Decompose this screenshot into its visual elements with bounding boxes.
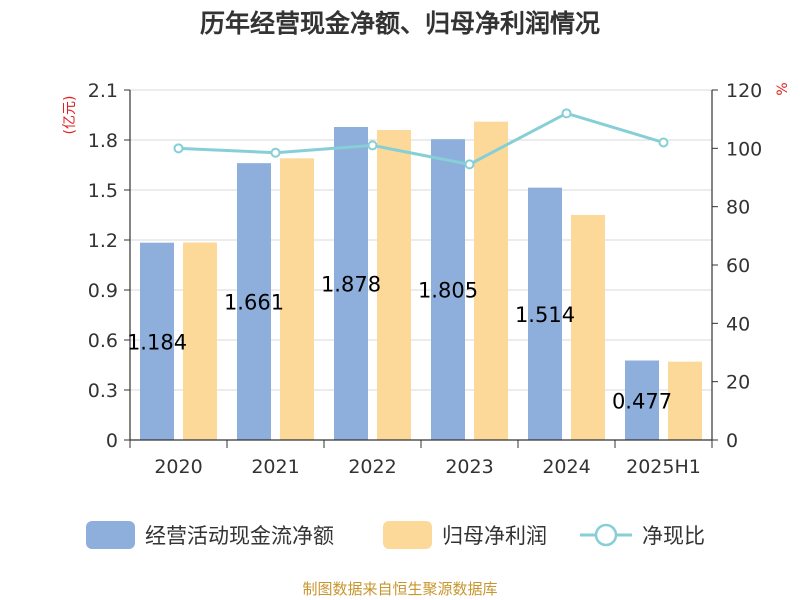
legend-swatch-net-profit xyxy=(383,521,432,549)
cash-flow-bar xyxy=(140,242,174,440)
left-axis-unit: (亿元) xyxy=(62,96,78,135)
right-tick-label: 40 xyxy=(726,313,750,335)
cash-flow-data-label: 1.805 xyxy=(418,279,478,303)
net-profit-bar xyxy=(668,361,702,440)
right-tick-label: 100 xyxy=(726,138,762,160)
ratio-line xyxy=(173,108,669,170)
cash-flow-bar xyxy=(625,360,659,440)
bars xyxy=(140,121,702,441)
cash-flow-bar xyxy=(431,139,465,440)
ratio-point xyxy=(464,159,475,170)
right-tick-label: 60 xyxy=(726,255,750,277)
grid-lines xyxy=(130,89,712,391)
right-tick-label: 0 xyxy=(726,430,738,452)
ratio-point xyxy=(561,108,572,119)
left-tick-label: 0.9 xyxy=(88,280,118,302)
net-profit-bar xyxy=(377,130,411,440)
chart-title: 历年经营现金净额、归母净利润情况 xyxy=(200,9,600,38)
legend-swatch-cash-flow xyxy=(86,521,135,549)
left-tick-label: 0.3 xyxy=(88,380,118,402)
source-note: 制图数据来自恒生聚源数据库 xyxy=(302,580,497,598)
legend-label-ratio: 净现比 xyxy=(642,524,705,548)
net-profit-bar xyxy=(474,121,508,441)
left-tick-label: 1.8 xyxy=(88,130,118,152)
x-tick-label: 2022 xyxy=(348,456,396,478)
net-profit-bar xyxy=(571,215,605,440)
legend-label-cash-flow: 经营活动现金流净额 xyxy=(145,524,334,548)
right-tick-label: 80 xyxy=(726,197,750,219)
net-profit-bar xyxy=(183,242,217,440)
x-tick-label: 2023 xyxy=(445,456,493,478)
cash-flow-data-label: 1.661 xyxy=(224,291,284,315)
left-tick-label: 0.6 xyxy=(88,330,118,352)
cash-flow-data-label: 1.184 xyxy=(127,330,187,354)
ratio-point xyxy=(367,140,378,151)
ratio-polyline xyxy=(178,111,664,166)
data-labels: 1.184 1.661 1.878 1.805 1.514 0.477 xyxy=(127,273,672,414)
x-tick-label: 2024 xyxy=(542,456,590,478)
cash-flow-bar xyxy=(528,187,562,440)
cash-flow-data-label: 1.514 xyxy=(515,303,575,327)
legend-marker-ratio xyxy=(594,523,618,547)
cash-flow-bar xyxy=(334,127,368,440)
x-tick-label: 2021 xyxy=(251,456,299,478)
legend-label-net-profit: 归母净利润 xyxy=(442,524,547,548)
axes: 0 0.3 0.6 0.9 1.2 1.5 1.8 2.1 0 20 40 60 80 100 120 202… xyxy=(88,80,762,478)
right-tick-label: 120 xyxy=(726,80,762,102)
right-tick-label: 20 xyxy=(726,372,750,394)
left-tick-label: 2.1 xyxy=(88,80,118,102)
ratio-point xyxy=(658,137,669,148)
left-tick-label: 0 xyxy=(106,430,118,452)
left-tick-label: 1.2 xyxy=(88,230,118,252)
legend: 经营活动现金流净额 归母净利润 净现比 xyxy=(86,521,705,549)
x-tick-label: 2020 xyxy=(154,456,202,478)
ratio-point xyxy=(270,147,281,158)
cash-flow-data-label: 1.878 xyxy=(321,273,381,297)
left-tick-label: 1.5 xyxy=(88,180,118,202)
ratio-point xyxy=(173,143,184,154)
net-profit-bar xyxy=(280,158,314,441)
cash-flow-data-label: 0.477 xyxy=(612,389,672,413)
right-axis-unit: % xyxy=(775,82,791,95)
cash-flow-bar xyxy=(237,163,271,440)
x-tick-label: 2025H1 xyxy=(626,456,701,478)
